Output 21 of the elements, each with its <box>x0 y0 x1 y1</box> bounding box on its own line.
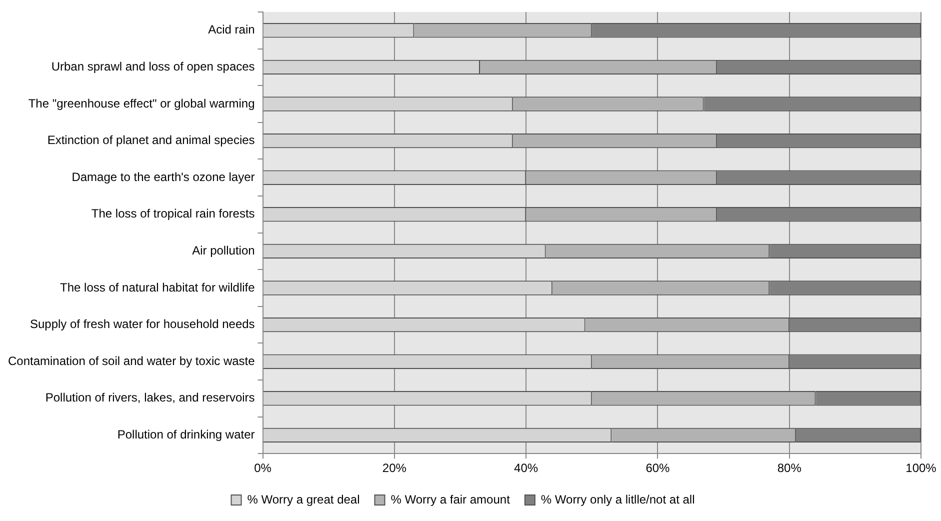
y-tick-label: The loss of tropical rain forests <box>91 206 255 221</box>
y-tick-label: Damage to the earth's ozone layer <box>72 170 255 184</box>
x-tick-label: 0% <box>254 461 272 476</box>
y-tick-label: Acid rain <box>208 22 255 37</box>
x-tick-label: 80% <box>777 461 802 476</box>
legend-label: % Worry only a litlle/not at all <box>540 492 695 506</box>
y-tick-label: Contamination of soil and water by toxic waste <box>8 354 256 368</box>
legend-label: % Worry a great deal <box>247 492 360 506</box>
x-tick-label: 20% <box>382 461 407 476</box>
y-tick-label: Urban sprawl and loss of open spaces <box>51 60 255 74</box>
y-tick-label: Air pollution <box>192 244 255 258</box>
y-tick-label: Supply of fresh water for household needs <box>30 317 255 332</box>
x-tick-label: 60% <box>646 461 670 476</box>
legend-label: % Worry a fair amount <box>390 492 511 506</box>
y-tick-label: Pollution of rivers, lakes, and reservoirs <box>45 390 255 405</box>
x-tick-label: 40% <box>514 461 538 476</box>
y-tick-label: Pollution of drinking water <box>117 428 255 442</box>
y-tick-label: The loss of natural habitat for wildlife <box>60 280 256 294</box>
x-tick-label: 100% <box>906 461 937 476</box>
y-tick-label: Extinction of planet and animal species <box>47 133 255 148</box>
y-tick-label: The "greenhouse effect" or global warming <box>28 96 255 110</box>
